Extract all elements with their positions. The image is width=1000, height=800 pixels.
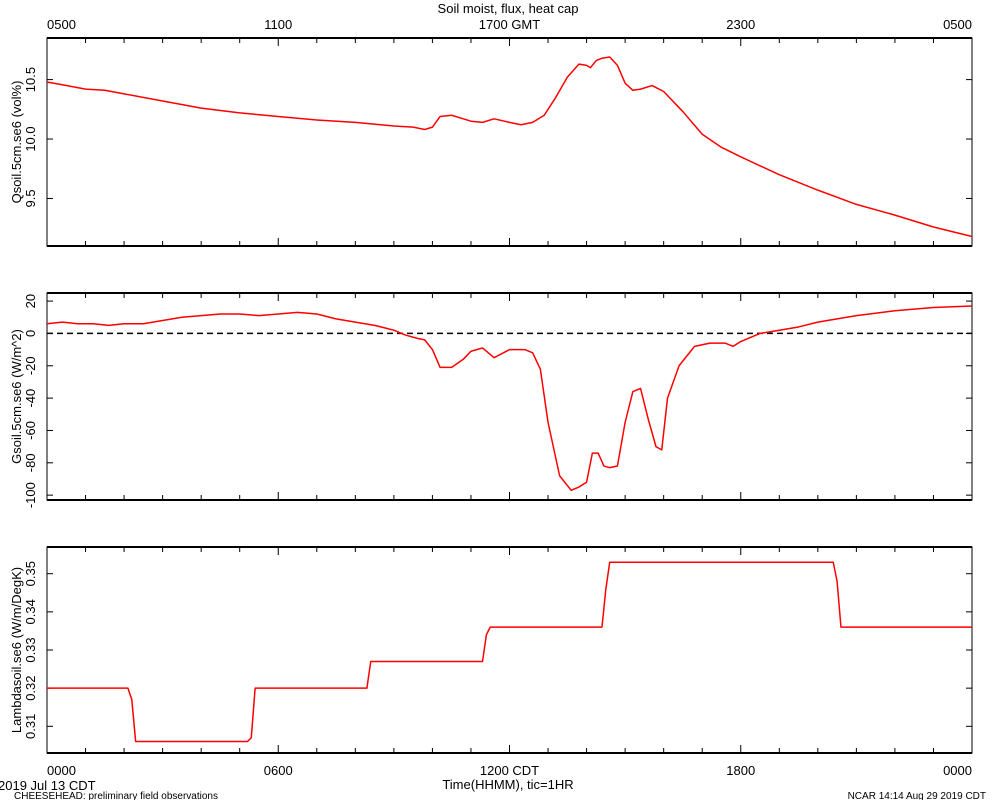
y-tick-label: 0 xyxy=(23,330,38,337)
data-series-line xyxy=(47,561,972,743)
top-x-tick-label: 0500 xyxy=(47,17,76,32)
y-tick-label: 0.34 xyxy=(23,599,38,624)
plot-frame xyxy=(46,292,973,501)
y-tick-label: -20 xyxy=(23,356,38,375)
y-tick-label: 10.5 xyxy=(23,67,38,92)
y-axis-label: Lambdasoil.se6 (W/m/DegK) xyxy=(9,567,24,733)
data-series-line xyxy=(46,305,973,492)
top-x-tick-label: 0500 xyxy=(943,17,972,32)
y-tick-label: 0.33 xyxy=(23,637,38,662)
y-tick-label: 20 xyxy=(23,294,38,308)
bottom-x-tick-label: 0000 xyxy=(47,763,76,778)
bottom-x-tick-label: 0600 xyxy=(264,763,293,778)
plot-frame xyxy=(46,546,973,754)
y-tick-label: 0.32 xyxy=(23,675,38,700)
y-tick-label: 10.0 xyxy=(23,126,38,151)
plot-frame xyxy=(46,37,973,247)
credit-label: NCAR 14:14 Aug 29 2019 CDT xyxy=(848,791,986,800)
bottom-x-tick-label: 0000 xyxy=(943,763,972,778)
y-tick-label: 9.5 xyxy=(23,189,38,207)
y-tick-label: -100 xyxy=(23,482,38,508)
top-x-tick-label: 1100 xyxy=(264,17,292,32)
top-x-tick-label: 1700 GMT xyxy=(479,17,540,32)
chart-title: Soil moist, flux, heat cap xyxy=(438,1,579,16)
y-tick-label: -60 xyxy=(23,421,38,440)
x-axis-label: Time(HHMM), tic=1HR xyxy=(442,777,573,792)
y-tick-label: -40 xyxy=(23,389,38,408)
date-label: 2019 Jul 13 CDT xyxy=(0,778,96,793)
top-x-tick-label: 2300 xyxy=(726,17,755,32)
y-tick-label: -80 xyxy=(23,453,38,472)
panel-2: -100 -80 -60 -40 -20 0 20 Gsoil.5cm.se6 (W/m^2) xyxy=(9,292,973,508)
y-tick-label: 0.31 xyxy=(23,714,38,739)
bottom-x-tick-label: 1800 xyxy=(726,763,755,778)
bottom-x-tick-label: 1200 CDT xyxy=(480,763,539,778)
y-axis-label: Gsoil.5cm.se6 (W/m^2) xyxy=(9,329,24,464)
y-axis-label: Qsoil.5cm.se6 (vol%) xyxy=(9,81,24,204)
y-tick-label: 0.35 xyxy=(23,561,38,586)
project-label: CHEESEHEAD: preliminary field observatio… xyxy=(14,791,218,800)
data-series-line xyxy=(46,56,973,238)
